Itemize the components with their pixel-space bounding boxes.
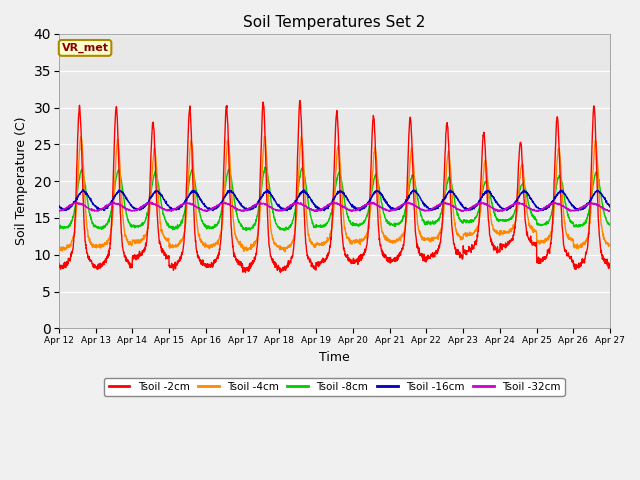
Legend: Tsoil -2cm, Tsoil -4cm, Tsoil -8cm, Tsoil -16cm, Tsoil -32cm: Tsoil -2cm, Tsoil -4cm, Tsoil -8cm, Tsoi… [104, 378, 564, 396]
Y-axis label: Soil Temperature (C): Soil Temperature (C) [15, 117, 28, 245]
Title: Soil Temperatures Set 2: Soil Temperatures Set 2 [243, 15, 426, 30]
Text: VR_met: VR_met [61, 43, 109, 53]
X-axis label: Time: Time [319, 350, 350, 364]
